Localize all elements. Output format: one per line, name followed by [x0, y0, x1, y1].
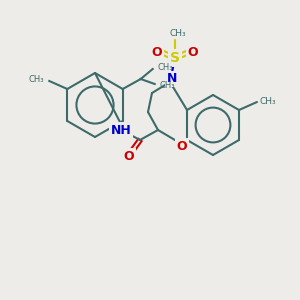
Text: O: O [177, 140, 187, 152]
Text: CH₃: CH₃ [170, 28, 186, 38]
Text: CH₃: CH₃ [29, 74, 44, 83]
Text: O: O [152, 46, 162, 59]
Text: NH: NH [111, 124, 131, 136]
Text: CH₃: CH₃ [260, 98, 277, 106]
Text: O: O [188, 46, 198, 59]
Text: O: O [124, 149, 134, 163]
Text: S: S [170, 51, 180, 65]
Text: CH₃: CH₃ [160, 82, 175, 91]
Text: N: N [167, 73, 177, 85]
Text: CH₃: CH₃ [158, 62, 173, 71]
